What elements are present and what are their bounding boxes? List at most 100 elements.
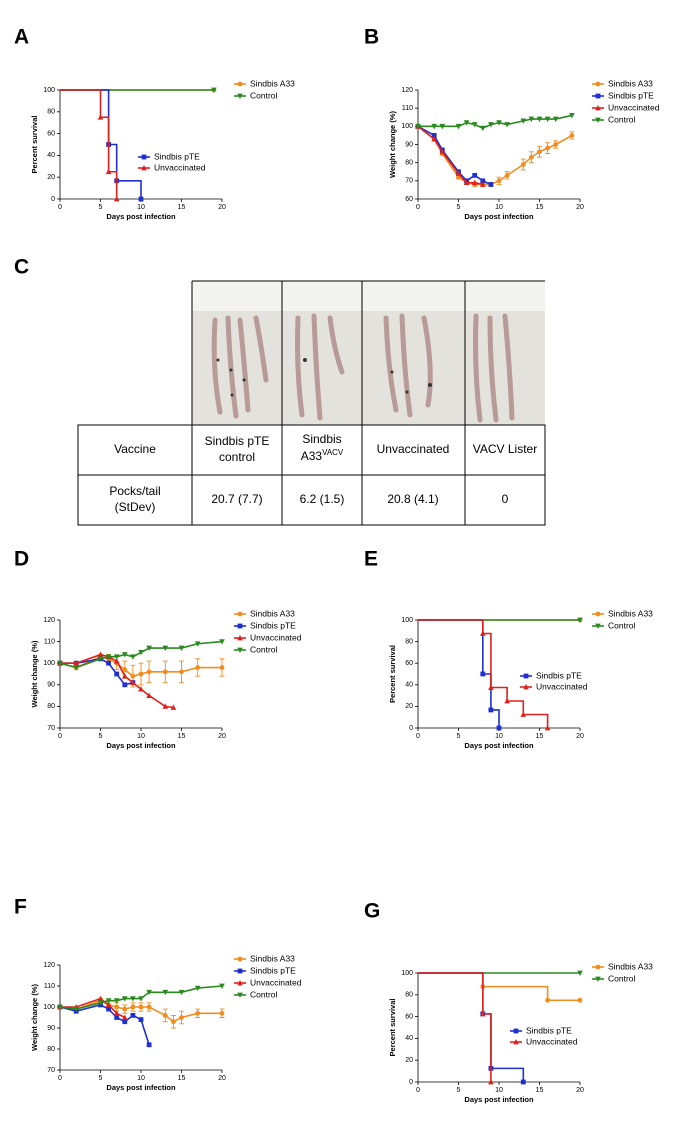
legend-marker bbox=[595, 976, 601, 982]
x-tick-label: 10 bbox=[495, 1087, 503, 1094]
marker bbox=[105, 654, 112, 660]
marker bbox=[496, 120, 502, 126]
y-axis-label: Weight change (%) bbox=[30, 984, 39, 1051]
x-tick-label: 20 bbox=[218, 1075, 226, 1082]
chart: F 0 5 10 15 20 70 80 90 100 110 120 Days post infect… bbox=[14, 896, 302, 1092]
marker bbox=[552, 116, 559, 123]
y-tick-label: 80 bbox=[405, 160, 413, 167]
y-tick-label: 40 bbox=[47, 152, 55, 159]
marker bbox=[130, 1004, 136, 1010]
marker bbox=[146, 1004, 152, 1010]
marker bbox=[130, 673, 136, 679]
x-tick-label: 20 bbox=[218, 733, 226, 740]
x-tick-label: 15 bbox=[178, 204, 186, 211]
marker bbox=[553, 142, 559, 147]
marker bbox=[195, 665, 201, 670]
marker bbox=[122, 1019, 128, 1025]
y-tick-label: 100 bbox=[401, 123, 413, 130]
legend-label: Sindbis pTE bbox=[250, 620, 296, 630]
marker bbox=[194, 985, 201, 992]
marker bbox=[529, 154, 534, 160]
table-cell: VACV Lister bbox=[473, 442, 537, 456]
y-tick-label: 80 bbox=[405, 638, 413, 645]
marker bbox=[219, 1010, 225, 1016]
legend-marker bbox=[513, 1039, 519, 1045]
legend-marker bbox=[237, 611, 243, 617]
table-cell: Pocks/tail bbox=[109, 484, 160, 498]
marker bbox=[113, 654, 120, 660]
marker bbox=[146, 1042, 152, 1048]
chart: E 0 5 10 15 20 0 20 40 60 80 100 Days post infection… bbox=[364, 548, 653, 750]
chart: G 0 5 10 15 20 0 20 40 60 80 100 Days post infection… bbox=[364, 900, 653, 1104]
marker bbox=[73, 1006, 79, 1013]
legend-label: Unvaccinated bbox=[250, 632, 302, 642]
marker bbox=[504, 122, 510, 128]
y-tick-label: 80 bbox=[405, 992, 413, 999]
marker bbox=[122, 1014, 128, 1020]
panel-label: A bbox=[14, 26, 29, 49]
marker bbox=[73, 660, 79, 666]
marker bbox=[138, 650, 144, 656]
marker bbox=[569, 113, 575, 119]
legend-marker bbox=[237, 647, 243, 653]
y-tick-label: 60 bbox=[405, 1013, 413, 1020]
legend-label: Control bbox=[250, 644, 278, 654]
marker bbox=[138, 1004, 144, 1010]
marker bbox=[415, 123, 421, 130]
marker bbox=[480, 178, 486, 184]
marker bbox=[162, 703, 169, 709]
marker bbox=[178, 645, 185, 652]
x-axis-label: Days post infection bbox=[106, 1083, 176, 1092]
x-tick-label: 15 bbox=[536, 204, 544, 211]
legend-marker bbox=[595, 105, 601, 111]
marker bbox=[130, 654, 136, 660]
marker bbox=[105, 998, 112, 1004]
marker bbox=[178, 989, 185, 996]
legend-marker bbox=[595, 623, 601, 629]
marker bbox=[577, 617, 583, 623]
legend-marker bbox=[237, 623, 243, 629]
marker bbox=[122, 667, 128, 673]
marker bbox=[57, 1004, 63, 1010]
legend-label: Sindbis A33 bbox=[250, 953, 295, 963]
marker bbox=[122, 996, 128, 1002]
x-tick-label: 0 bbox=[58, 1075, 62, 1082]
x-tick-label: 10 bbox=[495, 733, 503, 740]
x-tick-label: 10 bbox=[495, 204, 503, 211]
legend-marker bbox=[237, 93, 243, 99]
table-cell: 6.2 (1.5) bbox=[300, 492, 345, 506]
marker bbox=[488, 182, 494, 187]
marker bbox=[113, 1010, 120, 1016]
y-tick-label: 20 bbox=[405, 1057, 413, 1064]
panel-label: F bbox=[14, 896, 27, 919]
series-line bbox=[418, 972, 580, 1002]
y-tick-label: 80 bbox=[47, 703, 55, 710]
x-tick-label: 0 bbox=[416, 204, 420, 211]
marker bbox=[545, 997, 550, 1003]
marker bbox=[480, 1010, 486, 1017]
series-line bbox=[418, 972, 525, 1082]
marker bbox=[105, 168, 112, 175]
marker bbox=[455, 123, 462, 130]
legend-label: Unvaccinated bbox=[536, 681, 588, 691]
y-tick-label: 100 bbox=[43, 660, 55, 667]
marker bbox=[472, 172, 478, 178]
legend-marker bbox=[141, 165, 147, 171]
marker bbox=[138, 671, 144, 677]
marker bbox=[577, 970, 583, 976]
y-axis-label: Weight change (%) bbox=[388, 111, 397, 178]
series-line bbox=[418, 114, 573, 130]
legend-marker bbox=[141, 154, 147, 160]
y-tick-label: 110 bbox=[44, 983, 55, 990]
marker bbox=[496, 178, 502, 184]
y-tick-label: 120 bbox=[43, 962, 55, 969]
table-cell: A33VACV bbox=[301, 448, 344, 463]
marker bbox=[113, 196, 120, 202]
y-tick-label: 110 bbox=[402, 105, 413, 112]
marker bbox=[97, 656, 104, 662]
marker bbox=[113, 658, 120, 664]
marker bbox=[138, 196, 144, 202]
panel-label: E bbox=[364, 548, 378, 571]
y-tick-label: 100 bbox=[401, 970, 413, 977]
